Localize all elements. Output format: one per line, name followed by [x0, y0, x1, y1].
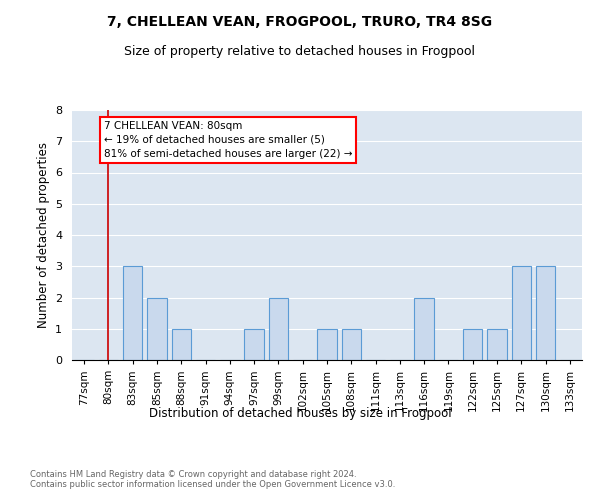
Bar	[536, 266, 555, 360]
Bar	[172, 329, 191, 360]
Text: Distribution of detached houses by size in Frogpool: Distribution of detached houses by size …	[149, 408, 451, 420]
Y-axis label: Number of detached properties: Number of detached properties	[37, 142, 50, 328]
Text: 7, CHELLEAN VEAN, FROGPOOL, TRURO, TR4 8SG: 7, CHELLEAN VEAN, FROGPOOL, TRURO, TR4 8…	[107, 15, 493, 29]
Bar	[123, 266, 142, 360]
Bar	[415, 298, 434, 360]
Text: Contains public sector information licensed under the Open Government Licence v3: Contains public sector information licen…	[30, 480, 395, 489]
Text: Size of property relative to detached houses in Frogpool: Size of property relative to detached ho…	[125, 45, 476, 58]
Bar	[317, 329, 337, 360]
Bar	[269, 298, 288, 360]
Bar	[512, 266, 531, 360]
Text: 7 CHELLEAN VEAN: 80sqm
← 19% of detached houses are smaller (5)
81% of semi-deta: 7 CHELLEAN VEAN: 80sqm ← 19% of detached…	[104, 121, 352, 159]
Text: Contains HM Land Registry data © Crown copyright and database right 2024.: Contains HM Land Registry data © Crown c…	[30, 470, 356, 479]
Bar	[341, 329, 361, 360]
Bar	[463, 329, 482, 360]
Bar	[147, 298, 167, 360]
Bar	[244, 329, 264, 360]
Bar	[487, 329, 507, 360]
